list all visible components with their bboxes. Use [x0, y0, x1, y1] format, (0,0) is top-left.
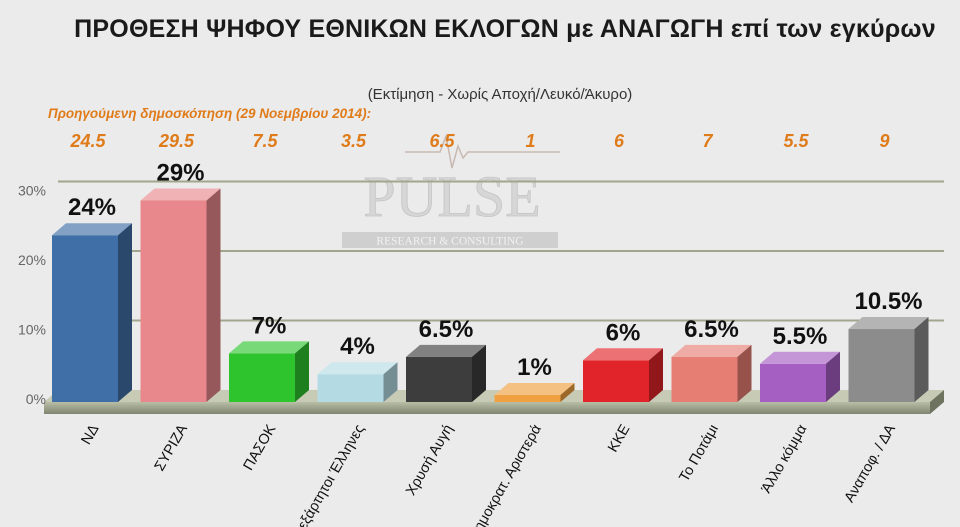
x-tick-label: Το Ποτάμι [677, 422, 722, 485]
bar [140, 188, 221, 402]
bar [52, 223, 132, 402]
bar-side [118, 223, 132, 402]
value-label: 10.5% [854, 288, 922, 315]
bar [406, 344, 486, 402]
value-label: 4% [340, 333, 375, 360]
value-labels: 24% 29% 7% 4% 6.5% 1% 6% 6.5% 5.5% 10.5% [68, 159, 923, 381]
bar-front [406, 356, 472, 402]
bar [760, 351, 840, 402]
bar-top [848, 317, 929, 330]
floor-front [44, 402, 930, 414]
bar-top [671, 344, 752, 357]
bar [229, 341, 309, 402]
watermark-brand: PULSE [363, 164, 540, 229]
bar [317, 362, 398, 402]
bar-front [583, 360, 649, 402]
value-label: 29% [156, 159, 204, 186]
value-label: 5.5% [773, 323, 828, 350]
y-tick-label: 20% [18, 252, 46, 268]
pulse-watermark: PULSE RESEARCH & CONSULTING [342, 133, 560, 248]
y-tick-label: 10% [18, 322, 46, 338]
bar-top [760, 351, 840, 364]
x-tick-label: ΠΑΣΟΚ [241, 422, 280, 474]
bars [52, 188, 929, 402]
watermark-pulse-line [405, 133, 560, 169]
bar-top [494, 383, 575, 396]
bar-side [206, 188, 221, 402]
previous-poll-label: Προηγούμενη δημοσκόπηση (29 Νοεμβρίου 20… [48, 106, 372, 121]
chart-title: ΠΡΟΘΕΣΗ ΨΗΦΟΥ ΕΘΝΙΚΩΝ ΕΚΛΟΓΩΝ με ΑΝΑΓΩΓΗ… [74, 15, 936, 43]
x-tick-label: Άλλο κόμμα [758, 422, 810, 496]
floor-side [930, 390, 944, 414]
previous-value-label: 24.5 [69, 131, 106, 151]
x-tick-label: ΣΥΡΙΖΑ [152, 422, 191, 474]
bar-front [494, 395, 561, 402]
y-tick-label: 0% [26, 391, 46, 407]
value-label: 6.5% [419, 316, 474, 343]
bar-side [472, 344, 486, 402]
bar-front [317, 374, 384, 402]
bar-top [52, 223, 132, 236]
value-label: 6.5% [684, 316, 739, 343]
bar-front [848, 329, 915, 402]
previous-value-label: 7 [702, 131, 713, 151]
x-tick-label: Αναποφ. / ΔΑ [842, 422, 900, 506]
value-label: 6% [606, 319, 641, 346]
bar-front [52, 235, 118, 402]
x-tick-label: Χρυσή Αυγή [403, 422, 456, 498]
bar [494, 383, 575, 402]
previous-poll-values: 24.5 29.5 7.5 3.5 6.5 1 6 7 5.5 9 [69, 131, 889, 151]
previous-value-label: 6.5 [429, 131, 455, 151]
previous-value-label: 7.5 [252, 131, 278, 151]
bar [583, 348, 663, 402]
bar-top [583, 348, 663, 361]
bar-front [671, 356, 738, 402]
x-tick-label: ΝΔ [79, 422, 103, 448]
bar-side [649, 348, 663, 402]
bar-top [317, 362, 398, 375]
bar-top [406, 344, 486, 357]
bar-side [737, 344, 752, 402]
y-axis: 0% 10% 20% 30% [18, 183, 46, 408]
bar-side [295, 341, 309, 402]
x-tick-label: Δημοκρατ. Αριστερά [466, 422, 545, 527]
watermark-tagline: RESEARCH & CONSULTING [376, 236, 523, 248]
previous-value-label: 9 [879, 131, 889, 151]
x-axis-labels: ΝΔ ΣΥΡΙΖΑ ΠΑΣΟΚ Ανεξάρτητοι Έλληνες Χρυσή Αυ… [79, 422, 900, 527]
bar [671, 344, 752, 402]
bar-side [826, 351, 840, 402]
previous-value-label: 3.5 [341, 131, 367, 151]
previous-value-label: 1 [525, 131, 535, 151]
previous-value-label: 29.5 [158, 131, 195, 151]
value-label: 1% [517, 354, 552, 381]
bar-top [140, 188, 221, 201]
bar-front [229, 353, 295, 402]
x-tick-label: Ανεξάρτητοι Έλληνες [287, 422, 368, 527]
bar-side [383, 362, 398, 402]
value-label: 7% [252, 312, 287, 339]
y-tick-label: 30% [18, 183, 46, 199]
bar-top [229, 341, 309, 354]
bar-front [140, 200, 207, 402]
chart-subtitle: (Εκτίμηση - Χωρίς Αποχή/Λευκό/Άκυρο) [367, 86, 633, 103]
x-tick-label: ΚΚΕ [605, 422, 634, 455]
watermark-tagline-bg [342, 232, 558, 248]
bar-front [760, 363, 826, 402]
bar-side [914, 317, 929, 402]
value-label: 24% [68, 194, 116, 221]
previous-value-label: 5.5 [783, 131, 809, 151]
bar [848, 317, 929, 402]
previous-value-label: 6 [614, 131, 625, 151]
bar-side [560, 383, 575, 402]
